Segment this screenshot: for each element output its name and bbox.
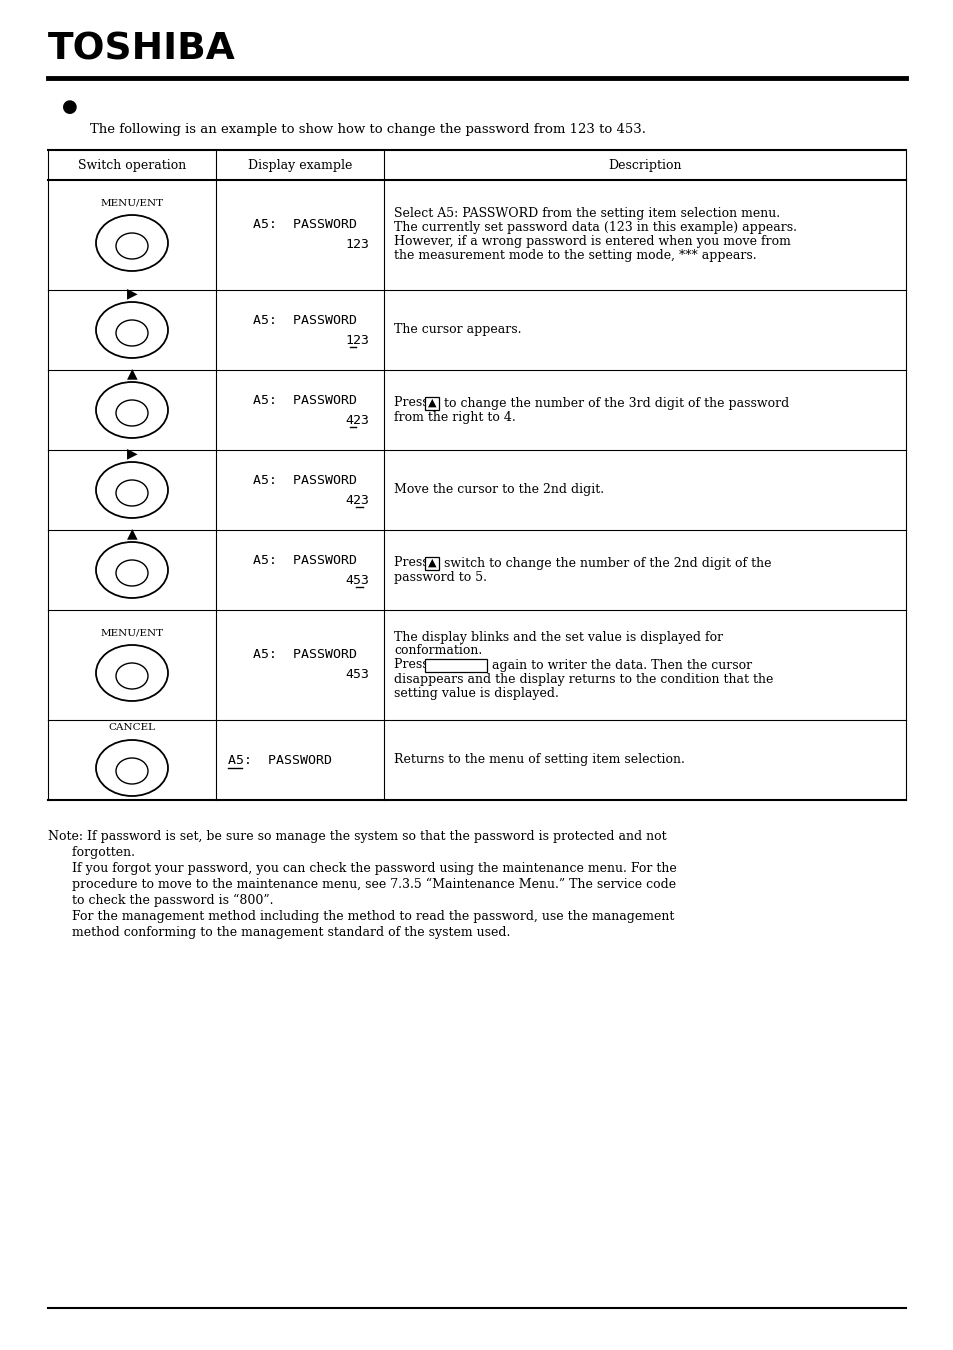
Ellipse shape bbox=[116, 757, 148, 784]
Ellipse shape bbox=[116, 234, 148, 259]
Text: MENU/ENT: MENU/ENT bbox=[100, 629, 163, 637]
Text: 123: 123 bbox=[345, 333, 369, 347]
Ellipse shape bbox=[96, 645, 168, 701]
Text: setting value is displayed.: setting value is displayed. bbox=[394, 687, 558, 699]
Text: Note: If password is set, be sure so manage the system so that the password is p: Note: If password is set, be sure so man… bbox=[48, 830, 666, 842]
Text: procedure to move to the maintenance menu, see 7.3.5 “Maintenance Menu.” The ser: procedure to move to the maintenance men… bbox=[48, 878, 676, 891]
Text: The display blinks and the set value is displayed for: The display blinks and the set value is … bbox=[394, 630, 722, 644]
Text: A5:  PASSWORD: A5: PASSWORD bbox=[253, 554, 356, 567]
Text: MENU/ENT: MENU/ENT bbox=[100, 198, 163, 208]
Text: ▶: ▶ bbox=[127, 446, 137, 460]
Text: ▲: ▲ bbox=[428, 558, 436, 568]
Text: forgotten.: forgotten. bbox=[48, 846, 135, 859]
Bar bbox=[425, 556, 439, 570]
Text: A5:  PASSWORD: A5: PASSWORD bbox=[253, 219, 356, 231]
Text: 453: 453 bbox=[345, 574, 369, 586]
Text: ▲: ▲ bbox=[127, 526, 137, 540]
Text: A5:  PASSWORD: A5: PASSWORD bbox=[228, 753, 332, 767]
Text: Select A5: PASSWORD from the setting item selection menu.: Select A5: PASSWORD from the setting ite… bbox=[394, 208, 780, 220]
Text: If you forgot your password, you can check the password using the maintenance me: If you forgot your password, you can che… bbox=[48, 863, 676, 875]
Bar bbox=[425, 397, 439, 409]
Text: Move the cursor to the 2nd digit.: Move the cursor to the 2nd digit. bbox=[394, 483, 603, 497]
Ellipse shape bbox=[96, 215, 168, 271]
Text: 123: 123 bbox=[345, 239, 369, 251]
Ellipse shape bbox=[116, 481, 148, 506]
Text: from the right to 4.: from the right to 4. bbox=[394, 410, 516, 424]
Text: Press: Press bbox=[394, 659, 432, 671]
Text: ▲: ▲ bbox=[428, 398, 436, 408]
Text: again to writer the data. Then the cursor: again to writer the data. Then the curso… bbox=[488, 659, 752, 671]
Ellipse shape bbox=[96, 740, 168, 796]
Text: to change the number of the 3rd digit of the password: to change the number of the 3rd digit of… bbox=[440, 397, 789, 409]
Text: the measurement mode to the setting mode, *** appears.: the measurement mode to the setting mode… bbox=[394, 250, 756, 262]
Text: A5:  PASSWORD: A5: PASSWORD bbox=[253, 474, 356, 486]
Text: Display example: Display example bbox=[248, 158, 352, 171]
Text: The cursor appears.: The cursor appears. bbox=[394, 324, 521, 336]
Ellipse shape bbox=[116, 560, 148, 586]
Ellipse shape bbox=[116, 400, 148, 427]
Text: A5:  PASSWORD: A5: PASSWORD bbox=[253, 648, 356, 662]
Text: disappears and the display returns to the condition that the: disappears and the display returns to th… bbox=[394, 672, 773, 686]
Text: switch to change the number of the 2nd digit of the: switch to change the number of the 2nd d… bbox=[440, 556, 771, 570]
Text: password to 5.: password to 5. bbox=[394, 571, 486, 583]
Text: ▲: ▲ bbox=[127, 366, 137, 379]
Text: 423: 423 bbox=[345, 494, 369, 506]
Text: Press: Press bbox=[394, 397, 432, 409]
Text: to check the password is “800”.: to check the password is “800”. bbox=[48, 894, 274, 907]
Text: Switch operation: Switch operation bbox=[78, 158, 186, 171]
Text: The following is an example to show how to change the password from 123 to 453.: The following is an example to show how … bbox=[90, 123, 645, 136]
Text: Press: Press bbox=[394, 556, 432, 570]
Ellipse shape bbox=[116, 320, 148, 346]
Text: A5:  PASSWORD: A5: PASSWORD bbox=[253, 393, 356, 406]
Text: ●: ● bbox=[62, 99, 77, 116]
Text: Description: Description bbox=[608, 158, 681, 171]
Text: TOSHIBA: TOSHIBA bbox=[48, 32, 235, 68]
Text: 423: 423 bbox=[345, 413, 369, 427]
Text: A5:  PASSWORD: A5: PASSWORD bbox=[253, 313, 356, 327]
Text: ▶: ▶ bbox=[127, 286, 137, 300]
Text: CANCEL: CANCEL bbox=[109, 724, 155, 733]
Text: 453: 453 bbox=[345, 668, 369, 682]
Ellipse shape bbox=[116, 663, 148, 688]
Ellipse shape bbox=[96, 302, 168, 358]
Bar bbox=[425, 659, 487, 671]
Text: conformation.: conformation. bbox=[394, 644, 482, 657]
Text: Returns to the menu of setting item selection.: Returns to the menu of setting item sele… bbox=[394, 753, 684, 767]
Text: method conforming to the management standard of the system used.: method conforming to the management stan… bbox=[48, 926, 510, 940]
Text: However, if a wrong password is entered when you move from: However, if a wrong password is entered … bbox=[394, 235, 790, 248]
Text: For the management method including the method to read the password, use the man: For the management method including the … bbox=[48, 910, 674, 923]
Ellipse shape bbox=[96, 462, 168, 518]
Text: The currently set password data (123 in this example) appears.: The currently set password data (123 in … bbox=[394, 221, 796, 235]
Ellipse shape bbox=[96, 541, 168, 598]
Ellipse shape bbox=[96, 382, 168, 437]
